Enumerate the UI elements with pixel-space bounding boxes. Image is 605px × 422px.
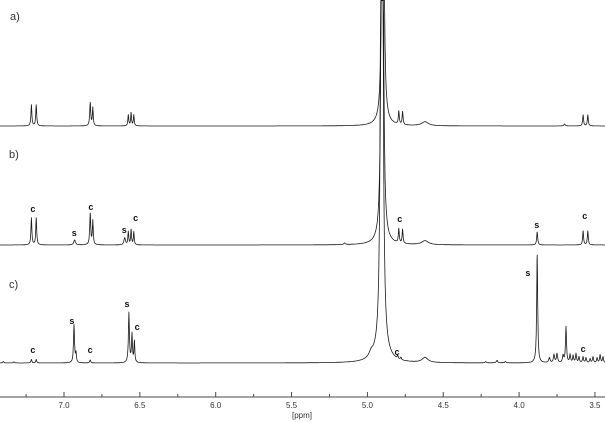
- peak-label-c: c: [135, 322, 140, 332]
- peak-label-s: s: [72, 228, 77, 238]
- peak-label-c: c: [582, 211, 587, 221]
- trace-b-label: b): [9, 149, 19, 161]
- peak-label-c: c: [133, 213, 138, 223]
- peak-label-c: c: [88, 345, 93, 355]
- x-axis-tick-label: 3.5: [589, 401, 601, 410]
- peak-label-s: s: [122, 225, 127, 235]
- peak-label-c: c: [581, 344, 586, 354]
- peak-label-c: c: [30, 345, 35, 355]
- x-axis-tick-label: 4.5: [438, 401, 450, 410]
- peak-label-s: s: [69, 316, 74, 326]
- trace-c-label: c): [9, 279, 18, 291]
- peak-label-s: s: [534, 220, 539, 230]
- x-axis-tick-label: 7.0: [58, 401, 70, 410]
- peak-label-c: c: [397, 214, 402, 224]
- x-axis-tick-label: 6.5: [134, 401, 146, 410]
- x-axis-tick-label: 5.0: [362, 401, 374, 410]
- trace-c-line: [0, 0, 605, 364]
- x-axis-tick-label: 4.0: [514, 401, 526, 410]
- peak-label-s: s: [525, 268, 530, 278]
- x-axis-tick-label: 6.0: [210, 401, 222, 410]
- peak-label-c: c: [394, 347, 399, 357]
- trace-b-line: [0, 0, 605, 246]
- peak-label-c: c: [30, 204, 35, 214]
- peak-label-c: c: [88, 202, 93, 212]
- x-axis-unit-label: [ppm]: [292, 411, 312, 420]
- x-axis-tick-label: 5.5: [286, 401, 298, 410]
- peak-label-s: s: [124, 299, 129, 309]
- trace-a-line: [0, 0, 605, 127]
- trace-a-label: a): [10, 11, 20, 23]
